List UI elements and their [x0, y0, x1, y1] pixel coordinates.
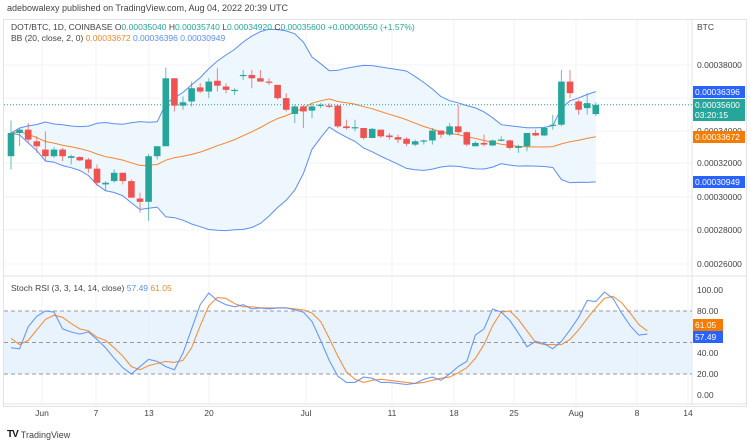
time-label: 14 — [683, 408, 693, 418]
tradingview-logo-icon: TV — [7, 429, 19, 440]
chart-frame — [3, 19, 747, 407]
tradingview-footer[interactable]: TV TradingView — [7, 429, 70, 440]
rsi-tick: 0.00 — [697, 390, 714, 400]
rsi-label: Stoch RSI (3, 3, 14, 14, close) — [11, 283, 125, 293]
tradingview-brand: TradingView — [20, 429, 71, 440]
last-price-value: 0.00035600 — [695, 100, 740, 110]
price-tick: 0.00032000 — [697, 158, 742, 168]
price-tick: 0.00030000 — [697, 192, 742, 202]
rsi-tick: 40.00 — [697, 348, 719, 358]
countdown-value: 03:20:15 — [695, 110, 729, 120]
low-label: L — [222, 22, 228, 32]
bb-upper-tag: 0.00036396 — [693, 86, 745, 98]
bb-lower-tag: 0.00030949 — [693, 176, 745, 188]
rsi-tick: 80.00 — [697, 306, 719, 316]
time-label: Aug — [568, 408, 584, 418]
high-value: 0.00035740 — [174, 22, 220, 32]
time-label: Jul — [300, 408, 312, 418]
rsi-legend: Stoch RSI (3, 3, 14, 14, close) 57.49 61… — [11, 283, 172, 293]
price-tick: 0.00038000 — [697, 60, 742, 70]
change-value: +0.00000550 (+1.57%) — [327, 22, 415, 32]
currency-label: BTC — [697, 22, 714, 32]
last-price-tag: 0.00035600 03:20:15 — [693, 99, 745, 121]
high-label: H — [168, 22, 175, 32]
bb-upper-value: 0.00036396 — [132, 33, 178, 43]
close-label: C — [274, 22, 281, 32]
time-label: 20 — [204, 408, 214, 418]
rsi-d-value: 61.05 — [150, 283, 172, 293]
bb-label: BB (20, close, 2, 0) — [11, 33, 84, 43]
rsi-k-tag: 57.49 — [693, 331, 723, 343]
bb-basis-tag: 0.00033672 — [693, 131, 745, 143]
rsi-k-value: 57.49 — [126, 283, 149, 293]
rsi-tick: 100.00 — [697, 285, 723, 295]
symbol-legend: DOT/BTC, 1D, COINBASE O0.00035040 H0.000… — [11, 22, 415, 32]
time-label: 7 — [93, 408, 99, 418]
time-label: 13 — [144, 408, 154, 418]
bb-lower-value: 0.00030949 — [180, 33, 226, 43]
price-tick: 0.00028000 — [697, 225, 742, 235]
rsi-d-tag: 61.05 — [693, 319, 723, 331]
rsi-tick: 20.00 — [697, 369, 719, 379]
time-label: 25 — [509, 408, 519, 418]
symbol-label: DOT/BTC, 1D, COINBASE — [11, 22, 113, 32]
time-label: 8 — [634, 408, 640, 418]
open-label: O — [114, 22, 122, 32]
close-value: 0.00035600 — [280, 22, 326, 32]
bb-basis-value: 0.00033672 — [85, 33, 131, 43]
bb-legend: BB (20, close, 2, 0) 0.00033672 0.000363… — [11, 33, 225, 43]
time-label: 18 — [449, 408, 459, 418]
publish-info: adebowalexy published on TradingView.com… — [7, 3, 289, 13]
low-value: 0.00034920 — [227, 22, 272, 32]
price-tick: 0.00026000 — [697, 259, 742, 269]
time-label: 11 — [387, 408, 397, 418]
time-label: Jun — [35, 408, 49, 418]
open-value: 0.00035040 — [121, 22, 167, 32]
